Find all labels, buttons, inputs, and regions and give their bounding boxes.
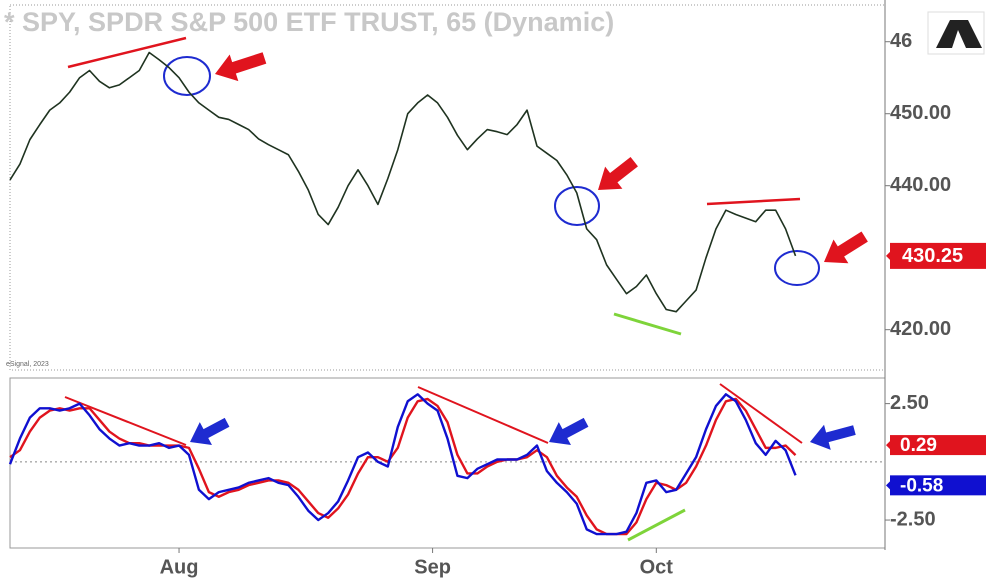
x-tick-label: Oct bbox=[640, 556, 674, 578]
last-value-label: 0.29 bbox=[900, 435, 937, 456]
annotations bbox=[64, 36, 868, 542]
y-tick-label: 46 bbox=[890, 30, 912, 52]
last-value-pointer bbox=[886, 439, 892, 452]
source: eSignal, 2023 bbox=[6, 361, 49, 368]
last-value-box bbox=[890, 435, 986, 456]
x-tick-label: Sep bbox=[414, 556, 451, 578]
y-tick-label: -2.50 bbox=[890, 508, 936, 530]
series-line bbox=[9, 397, 797, 536]
y-tick-label: 450.00 bbox=[890, 102, 951, 124]
y-tick-label: 2.50 bbox=[890, 392, 929, 414]
last-value-box bbox=[890, 475, 986, 496]
series-line bbox=[9, 51, 797, 313]
y-tick-label: 440.00 bbox=[890, 174, 951, 196]
logo bbox=[927, 11, 985, 55]
price-panel bbox=[9, 4, 886, 371]
last-value-label: 430.25 bbox=[902, 245, 963, 267]
series-line bbox=[8, 393, 797, 536]
last-value-label: -0.58 bbox=[900, 475, 943, 496]
chart-title: * SPY, SPDR S&P 500 ETF TRUST, 65 (Dynam… bbox=[4, 7, 614, 37]
last-value-pointer bbox=[886, 249, 892, 262]
last-value-box bbox=[890, 242, 986, 269]
last-value-pointer bbox=[886, 479, 892, 492]
y-tick-label: 420.00 bbox=[890, 318, 951, 340]
x-tick-label: Aug bbox=[160, 556, 199, 578]
